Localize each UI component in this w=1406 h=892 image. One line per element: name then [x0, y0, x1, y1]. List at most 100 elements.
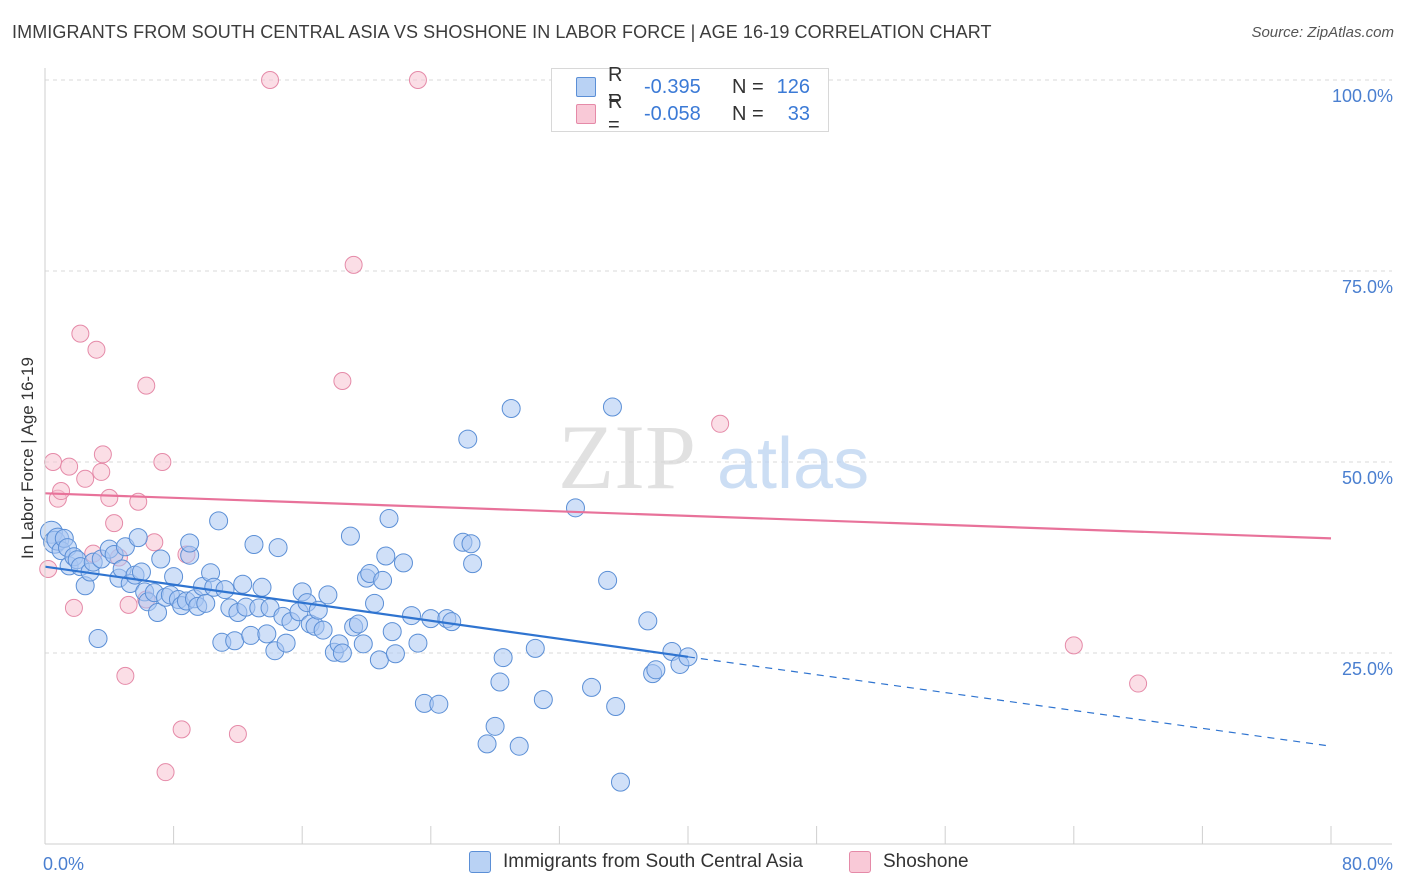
- south-central-asia-point: [196, 593, 216, 613]
- source-label: Source: ZipAtlas.com: [1251, 24, 1394, 41]
- shoshone-point: [228, 724, 247, 743]
- shoshone-point: [119, 595, 138, 614]
- south-central-asia-point: [257, 624, 277, 644]
- south-central-asia-point: [461, 534, 481, 554]
- chart-title: IMMIGRANTS FROM SOUTH CENTRAL ASIA VS SH…: [12, 22, 992, 42]
- south-central-asia-point: [602, 397, 622, 417]
- south-central-asia-point: [385, 644, 405, 664]
- shoshone-point: [344, 255, 363, 274]
- watermark-zip: ZIP: [558, 406, 696, 508]
- south-central-asia-trendline: [44, 565, 689, 658]
- south-central-asia-point: [365, 593, 385, 613]
- series-legend-item-blue: Immigrants from South Central Asia: [469, 851, 803, 873]
- south-central-asia-point: [115, 537, 135, 557]
- series-name-blue: Immigrants from South Central Asia: [503, 851, 803, 872]
- south-central-asia-point: [318, 585, 338, 605]
- south-central-asia-point: [382, 622, 402, 642]
- south-central-asia-point: [376, 546, 396, 566]
- shoshone-point: [156, 763, 175, 782]
- grid-layer: [45, 79, 1392, 654]
- south-central-asia-point: [493, 648, 513, 668]
- south-central-asia-point: [582, 677, 602, 697]
- south-central-asia-point: [646, 660, 666, 680]
- shoshone-point: [105, 514, 124, 533]
- south-central-asia-point: [276, 633, 296, 653]
- shoshone-point: [408, 71, 427, 89]
- south-central-asia-point: [252, 577, 272, 597]
- shoshone-point: [44, 453, 63, 471]
- y-axis-label: In Labor Force | Age 16-19: [18, 357, 37, 559]
- south-central-asia-point: [151, 549, 171, 569]
- south-central-asia-point: [485, 716, 505, 736]
- series-legend-item-pink: Shoshone: [849, 851, 969, 873]
- legend-r-value: -0.395: [644, 75, 701, 98]
- y-tick-label: 75.0%: [1342, 277, 1393, 297]
- shoshone-point: [333, 372, 352, 391]
- south-central-asia-point: [393, 553, 413, 573]
- shoshone-point: [92, 462, 111, 481]
- south-central-asia-point: [373, 570, 393, 590]
- series-name-pink: Shoshone: [883, 851, 969, 872]
- south-central-asia-point: [442, 612, 462, 632]
- series-swatch-pink: [849, 851, 871, 873]
- shoshone-point: [52, 482, 71, 501]
- shoshone-point: [76, 469, 95, 488]
- shoshone-point: [71, 324, 90, 343]
- south-central-asia-point: [429, 694, 449, 714]
- legend-r-label: R =: [608, 91, 623, 136]
- watermark-atlas: atlas: [717, 424, 869, 504]
- south-central-asia-point: [268, 538, 288, 558]
- south-central-asia-point: [148, 603, 168, 623]
- trend-layer: [44, 492, 1332, 747]
- south-central-asia-point: [565, 498, 585, 518]
- shoshone-point: [172, 720, 191, 739]
- south-central-asia-point: [244, 535, 264, 555]
- legend-r-value: -0.058: [644, 102, 701, 125]
- legend-r-label: R =: [608, 64, 623, 109]
- shoshone-point: [145, 533, 164, 552]
- south-central-asia-point: [463, 554, 483, 574]
- shoshone-point: [1129, 674, 1148, 693]
- south-central-asia-point: [233, 574, 253, 594]
- legend-row-pink: R = -0.058 N = 33: [576, 91, 810, 136]
- south-central-asia-point: [408, 633, 428, 653]
- shoshone-point: [87, 340, 106, 359]
- shoshone-point: [116, 666, 135, 685]
- south-central-asia-point: [369, 650, 389, 670]
- south-central-asia-point: [501, 399, 521, 419]
- y-tick-label: 50.0%: [1342, 468, 1393, 488]
- legend-n-value: 33: [787, 102, 810, 125]
- south-central-asia-point: [340, 526, 360, 546]
- legend-n-value: 126: [776, 75, 810, 98]
- legend-swatch-blue: [576, 77, 596, 97]
- south-central-asia-point: [379, 509, 399, 529]
- south-central-asia-point: [477, 734, 497, 754]
- shoshone-point: [64, 598, 83, 617]
- legend-n-label: N =: [732, 75, 764, 98]
- south-central-asia-trendline-extension: [687, 656, 1332, 747]
- shoshone-point: [93, 445, 112, 464]
- south-central-asia-point: [458, 429, 478, 449]
- shoshone-point: [1064, 636, 1083, 655]
- watermark: ZIP atlas: [558, 406, 869, 508]
- south-central-asia-point: [533, 690, 553, 710]
- axis-layer: 25.0% 50.0% 75.0% 100.0% 0.0% 80.0%: [43, 68, 1393, 874]
- south-central-asia-point: [490, 672, 510, 692]
- y-tick-label: 25.0%: [1342, 659, 1393, 679]
- legend-n-label: N =: [732, 102, 764, 125]
- correlation-legend: R = -0.395 N = 126 R = -0.058 N = 33: [551, 64, 829, 136]
- south-central-asia-point: [353, 634, 373, 654]
- south-central-asia-point: [638, 611, 658, 631]
- y-tick-label: 100.0%: [1332, 86, 1393, 106]
- shoshone-point: [137, 376, 156, 395]
- shoshone-point: [100, 488, 119, 507]
- south-central-asia-point: [88, 628, 108, 648]
- south-central-asia-point: [180, 533, 200, 553]
- shoshone-point: [153, 453, 172, 471]
- shoshone-point: [711, 414, 730, 433]
- series-swatch-blue: [469, 851, 491, 873]
- series-legend: Immigrants from South Central Asia Shosh…: [0, 851, 1406, 877]
- south-central-asia-point: [332, 643, 352, 663]
- south-central-asia-point: [525, 638, 545, 658]
